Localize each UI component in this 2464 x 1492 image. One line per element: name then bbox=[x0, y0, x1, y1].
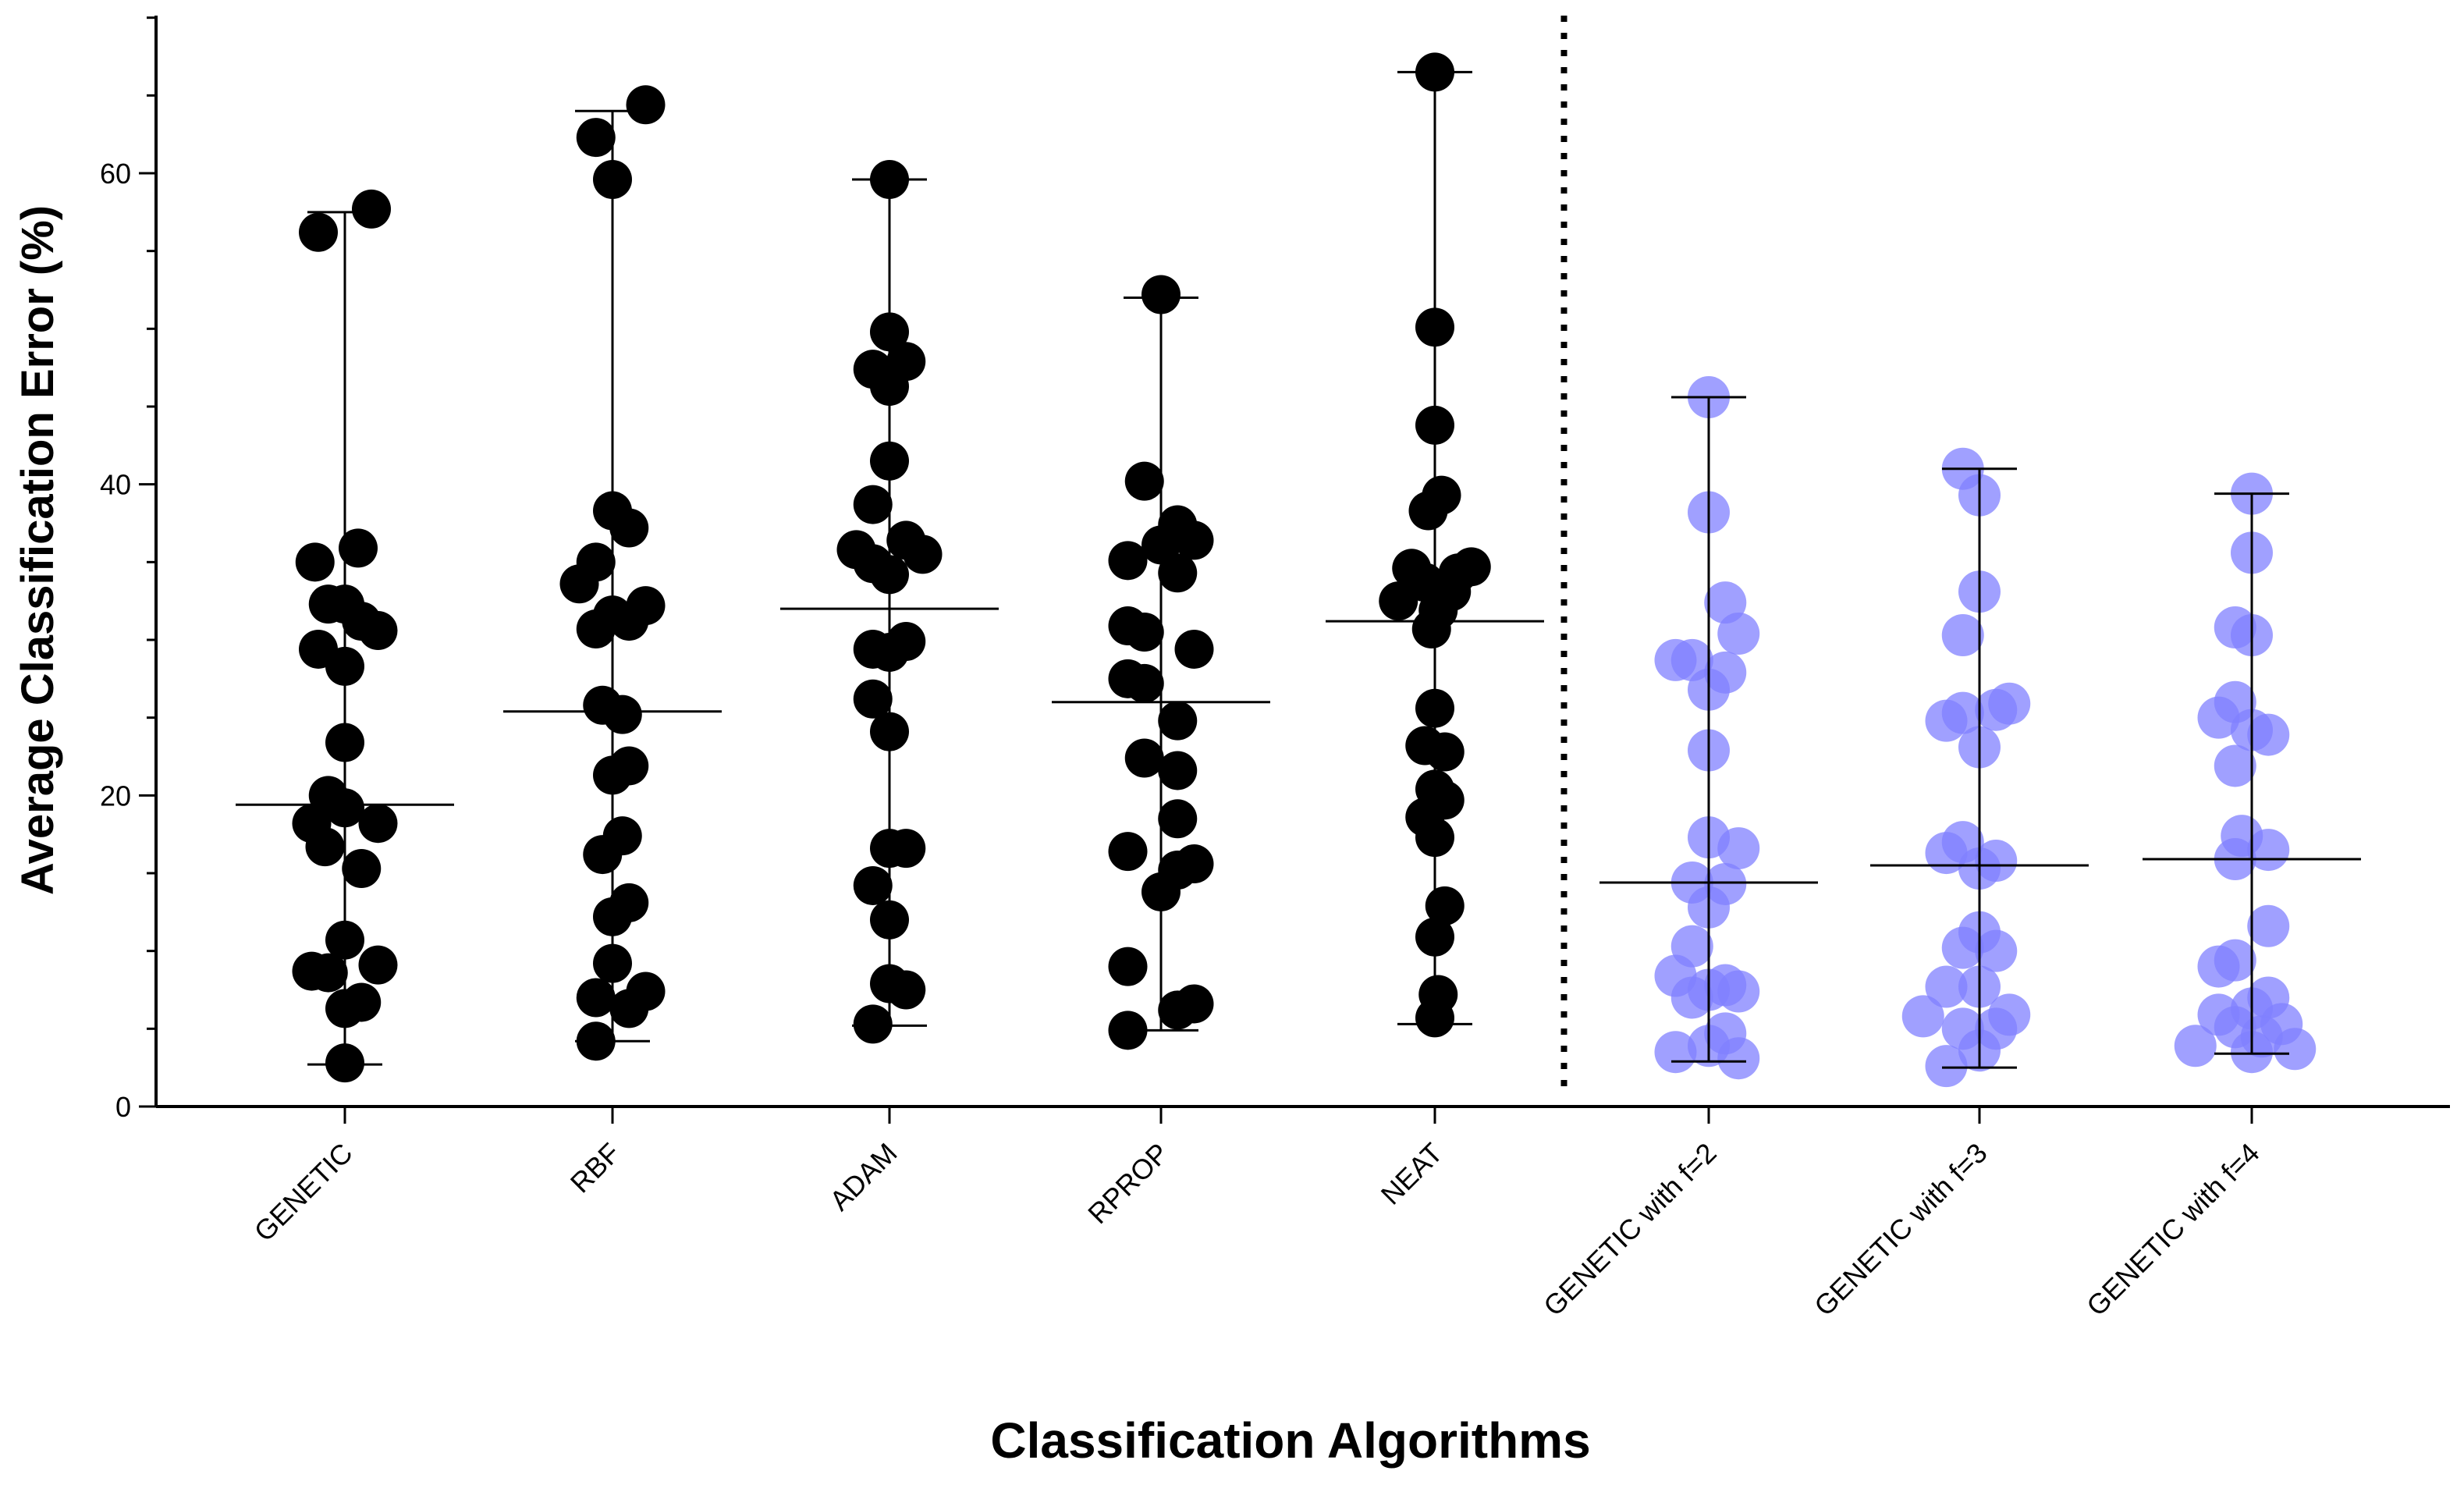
data-point bbox=[358, 945, 398, 985]
data-point bbox=[1975, 929, 2018, 972]
data-point bbox=[576, 978, 616, 1018]
data-point bbox=[1108, 947, 1148, 986]
data-point bbox=[853, 679, 893, 719]
x-category-label: GENETIC bbox=[248, 1137, 359, 1248]
data-point bbox=[1141, 275, 1181, 314]
data-point bbox=[1925, 965, 1968, 1008]
data-point bbox=[339, 528, 378, 568]
data-point bbox=[295, 542, 335, 582]
data-point bbox=[1975, 688, 2018, 731]
data-point bbox=[602, 694, 642, 734]
data-point bbox=[1670, 976, 1713, 1019]
data-point bbox=[1158, 799, 1198, 839]
data-point bbox=[1941, 926, 1984, 969]
data-point bbox=[1158, 553, 1198, 593]
data-point bbox=[1901, 995, 1944, 1038]
data-point bbox=[1425, 732, 1465, 772]
y-axis-title: Average Classification Error (%) bbox=[12, 205, 63, 895]
x-axis-title: Classification Algorithms bbox=[990, 1412, 1590, 1469]
x-category-label: GENETIC with f=2 bbox=[1537, 1137, 1723, 1323]
data-point bbox=[609, 602, 649, 641]
data-point bbox=[576, 118, 616, 158]
data-point bbox=[342, 849, 382, 889]
data-point bbox=[2214, 744, 2256, 787]
data-point bbox=[1654, 1031, 1697, 1074]
data-point bbox=[1925, 832, 1968, 875]
data-point bbox=[2274, 1028, 2317, 1071]
data-point bbox=[2197, 696, 2240, 739]
axes bbox=[139, 16, 2450, 1124]
y-tick-label: 60 bbox=[100, 158, 131, 190]
data-point bbox=[1174, 520, 1214, 560]
x-category-label: ADAM bbox=[823, 1137, 904, 1217]
x-category-label: RPROP bbox=[1081, 1137, 1175, 1231]
y-tick-label: 0 bbox=[115, 1091, 131, 1123]
data-point bbox=[299, 212, 338, 252]
data-point bbox=[853, 865, 893, 905]
data-point bbox=[1108, 541, 1148, 581]
data-point bbox=[1124, 613, 1164, 652]
data-point bbox=[2247, 713, 2290, 756]
data-point bbox=[1124, 461, 1164, 501]
data-point bbox=[609, 508, 649, 548]
data-point bbox=[1717, 613, 1760, 655]
data-point bbox=[1925, 1045, 1968, 1088]
data-point bbox=[609, 989, 649, 1028]
data-point bbox=[1925, 699, 1968, 742]
data-point bbox=[308, 953, 348, 993]
data-point bbox=[1124, 663, 1164, 703]
data-point bbox=[886, 829, 926, 869]
data-point bbox=[1124, 738, 1164, 778]
data-point bbox=[352, 189, 391, 229]
data-point bbox=[2247, 904, 2290, 947]
data-point bbox=[1174, 984, 1214, 1024]
x-category-label: NEAT bbox=[1375, 1137, 1449, 1211]
data-point bbox=[305, 827, 345, 867]
x-category-label: GENETIC with f=3 bbox=[1808, 1137, 1994, 1323]
data-point bbox=[342, 982, 382, 1022]
data-point bbox=[2174, 1025, 2217, 1067]
x-category-label: GENETIC with f=4 bbox=[2080, 1137, 2266, 1323]
data-point bbox=[1379, 581, 1418, 621]
data-point bbox=[1158, 751, 1198, 790]
data-point bbox=[1108, 832, 1148, 872]
whiskers bbox=[236, 70, 2361, 1069]
data-point bbox=[358, 611, 398, 651]
y-tick-label: 40 bbox=[100, 469, 131, 501]
data-point bbox=[358, 804, 398, 844]
data-point bbox=[2197, 945, 2240, 988]
data-point bbox=[1174, 629, 1214, 669]
data-point bbox=[1411, 609, 1451, 649]
data-point bbox=[903, 535, 943, 574]
data-point bbox=[1717, 1037, 1760, 1080]
data-points bbox=[292, 52, 2317, 1088]
data-point bbox=[626, 85, 666, 125]
y-tick-label: 20 bbox=[100, 780, 131, 812]
data-point bbox=[2240, 1015, 2283, 1058]
x-category-label: RBF bbox=[564, 1137, 627, 1199]
data-point bbox=[1717, 827, 1760, 870]
data-point bbox=[1717, 970, 1760, 1013]
data-point bbox=[853, 485, 893, 524]
data-point bbox=[886, 970, 926, 1010]
data-point bbox=[2247, 829, 2290, 872]
data-point bbox=[1408, 491, 1448, 531]
data-point bbox=[853, 1004, 893, 1044]
data-point bbox=[1158, 701, 1198, 741]
data-point bbox=[1941, 614, 1984, 657]
data-point bbox=[583, 835, 623, 875]
data-point bbox=[576, 609, 616, 649]
data-point bbox=[559, 564, 599, 604]
